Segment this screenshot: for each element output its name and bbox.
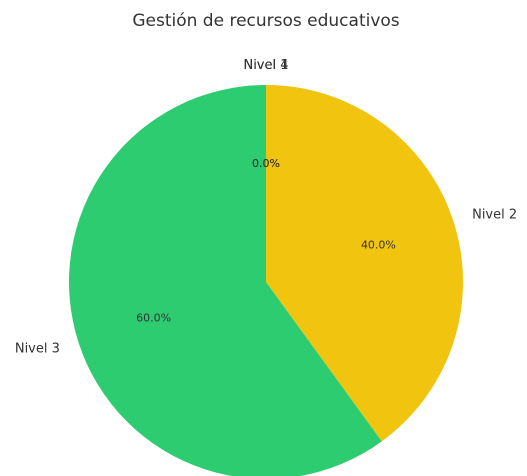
slice-percent: 0.0% [252,157,280,170]
pie-slice [266,85,463,442]
slice-percent: 0.0% [252,157,280,170]
slice-percent: 40.0% [361,238,396,251]
chart-title: Gestión de recursos educativos [132,11,399,31]
slice-label: Nivel 2 [472,208,517,223]
slice-percent: 60.0% [136,312,171,325]
pie-slice [69,85,382,476]
slice-label: Nivel 1 [243,58,288,73]
slice-label: Nivel 4 [243,58,288,73]
slice-label: Nivel 3 [15,341,60,356]
